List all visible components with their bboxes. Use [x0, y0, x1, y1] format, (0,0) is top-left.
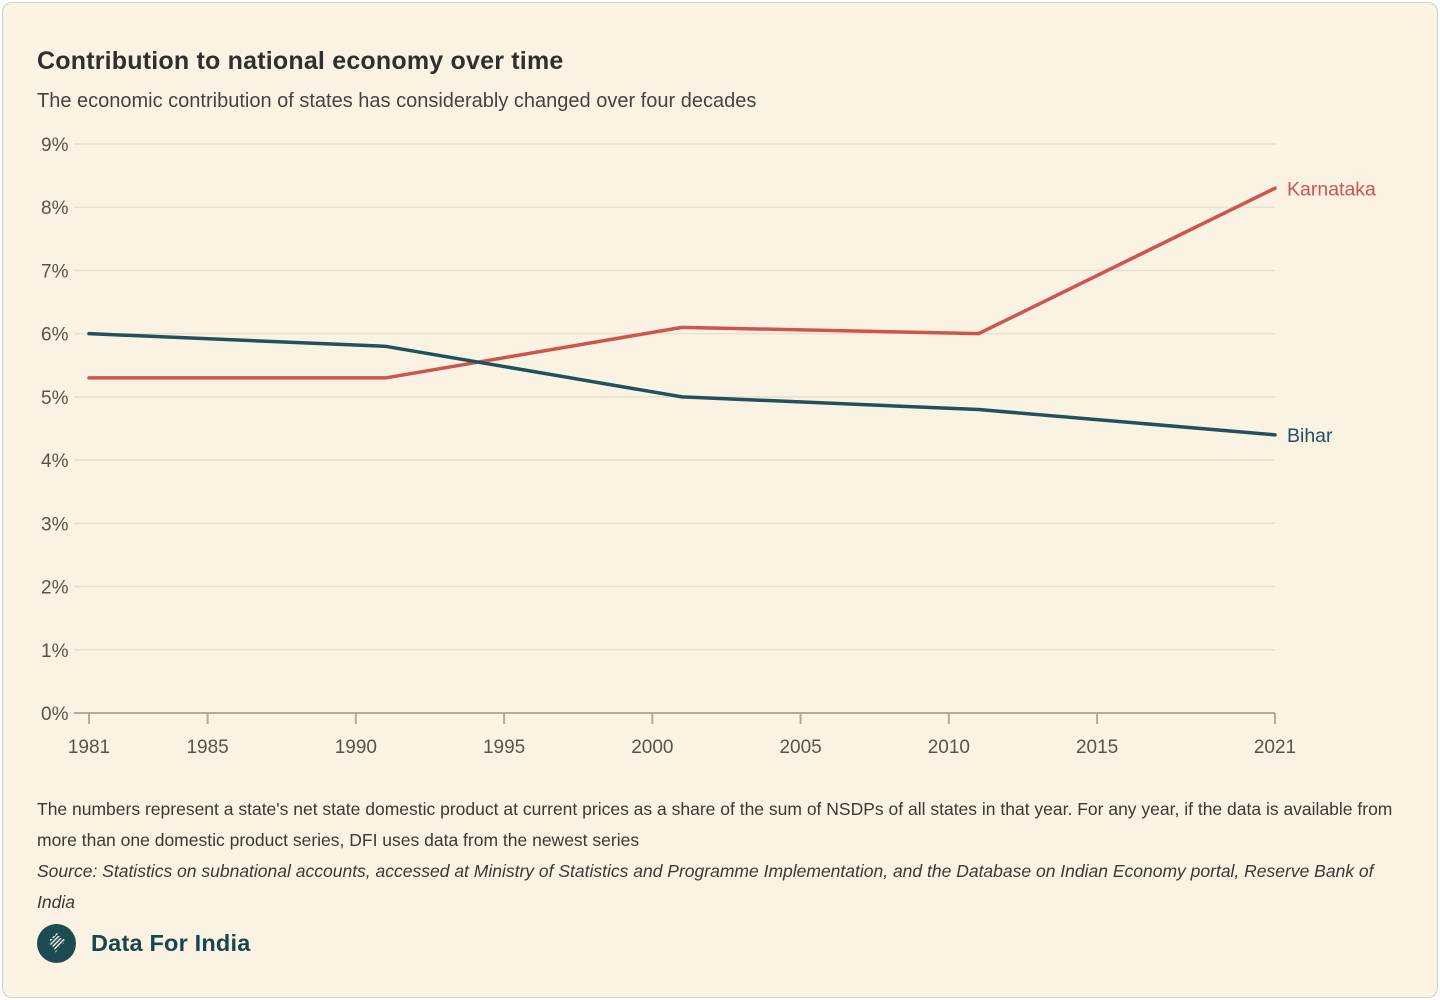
y-tick-label: 0%	[41, 704, 69, 725]
x-tick-label: 2010	[928, 737, 970, 758]
x-tick-label: 2021	[1254, 737, 1296, 758]
india-map-icon	[47, 932, 66, 953]
page-subtitle: The economic contribution of states has …	[37, 90, 757, 112]
footnote-text: The numbers represent a state's net stat…	[37, 799, 1393, 850]
x-tick-label: 2005	[779, 737, 821, 758]
y-tick-label: 5%	[41, 388, 69, 409]
source-text: Source: Statistics on subnational accoun…	[37, 861, 1374, 912]
x-tick-label: 2000	[631, 737, 673, 758]
line-chart: 0% 1% 2% 3% 4% 5% 6% 7% 8% 9% 1981 1985 1990 1995 2000…	[3, 131, 1437, 781]
x-tick-label: 1985	[186, 737, 228, 758]
chart-svg: 0% 1% 2% 3% 4% 5% 6% 7% 8% 9% 1981 1985 1990 1995 2000…	[41, 135, 1376, 758]
y-tick-label: 2%	[41, 578, 69, 599]
y-tick-label: 1%	[41, 641, 69, 662]
y-tick-label: 3%	[41, 514, 69, 535]
x-tick-label: 1981	[68, 737, 110, 758]
series-label-bihar: Bihar	[1287, 425, 1333, 447]
y-tick-label: 9%	[41, 135, 69, 156]
y-tick-label: 8%	[41, 198, 69, 219]
logo-circle	[37, 924, 76, 963]
x-tick-label: 1990	[335, 737, 377, 758]
x-tick-label: 1995	[483, 737, 525, 758]
y-tick-label: 4%	[41, 451, 69, 472]
page-title: Contribution to national economy over ti…	[37, 47, 564, 75]
series-label-karnataka: Karnataka	[1287, 178, 1376, 200]
y-tick-label: 6%	[41, 325, 69, 346]
logo-text: Data For India	[91, 930, 251, 956]
y-tick-label: 7%	[41, 261, 69, 282]
logo: Data For India	[37, 924, 251, 963]
x-tick-label: 2015	[1076, 737, 1118, 758]
series-line-bihar	[87, 331, 1277, 437]
series-line-karnataka	[87, 186, 1277, 380]
